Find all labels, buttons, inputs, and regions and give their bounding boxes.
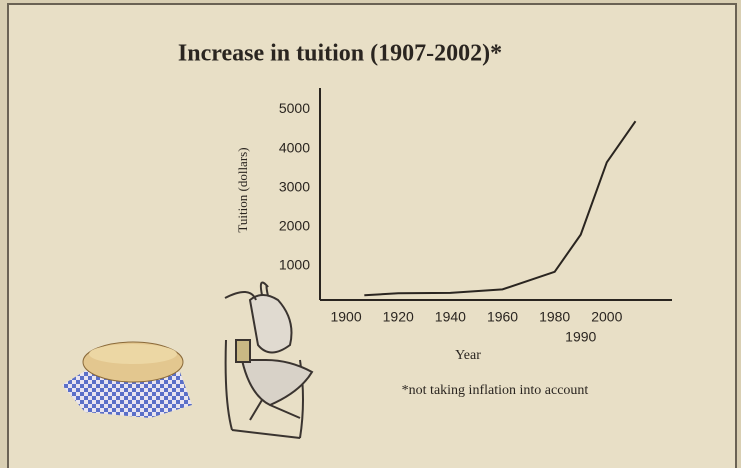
y-tick-label: 4000 — [279, 139, 310, 155]
goat-illustration — [224, 281, 314, 439]
y-axis-label: Tuition (dollars) — [235, 147, 250, 232]
y-tick-label: 1000 — [279, 257, 310, 273]
footnote: *not taking inflation into account — [402, 383, 589, 398]
x-tick-label: 1990 — [565, 329, 596, 345]
x-tick-label: 1900 — [330, 309, 361, 325]
data-line — [364, 120, 637, 297]
chart-title: Increase in tuition (1907-2002)* — [178, 41, 502, 67]
x-tick-label: 1980 — [539, 309, 570, 325]
y-tick-label: 5000 — [279, 100, 310, 116]
bread-illustration — [62, 341, 192, 418]
x-axis-label: Year — [455, 348, 481, 363]
x-tick-label: 2000 — [591, 309, 622, 325]
x-tick-label: 1960 — [487, 309, 518, 325]
y-tick-label: 2000 — [279, 218, 310, 234]
x-tick-label: 1920 — [383, 309, 414, 325]
x-tick-label: 1940 — [435, 309, 466, 325]
y-tick-label: 3000 — [279, 178, 310, 194]
